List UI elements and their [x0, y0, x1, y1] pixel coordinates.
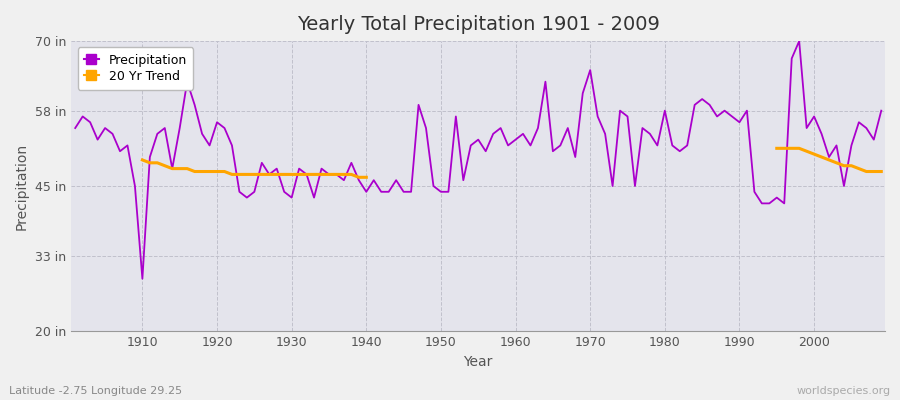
Title: Yearly Total Precipitation 1901 - 2009: Yearly Total Precipitation 1901 - 2009 [297, 15, 660, 34]
Text: worldspecies.org: worldspecies.org [796, 386, 891, 396]
X-axis label: Year: Year [464, 355, 493, 369]
Legend: Precipitation, 20 Yr Trend: Precipitation, 20 Yr Trend [77, 47, 194, 90]
Text: Latitude -2.75 Longitude 29.25: Latitude -2.75 Longitude 29.25 [9, 386, 182, 396]
Y-axis label: Precipitation: Precipitation [15, 142, 29, 230]
